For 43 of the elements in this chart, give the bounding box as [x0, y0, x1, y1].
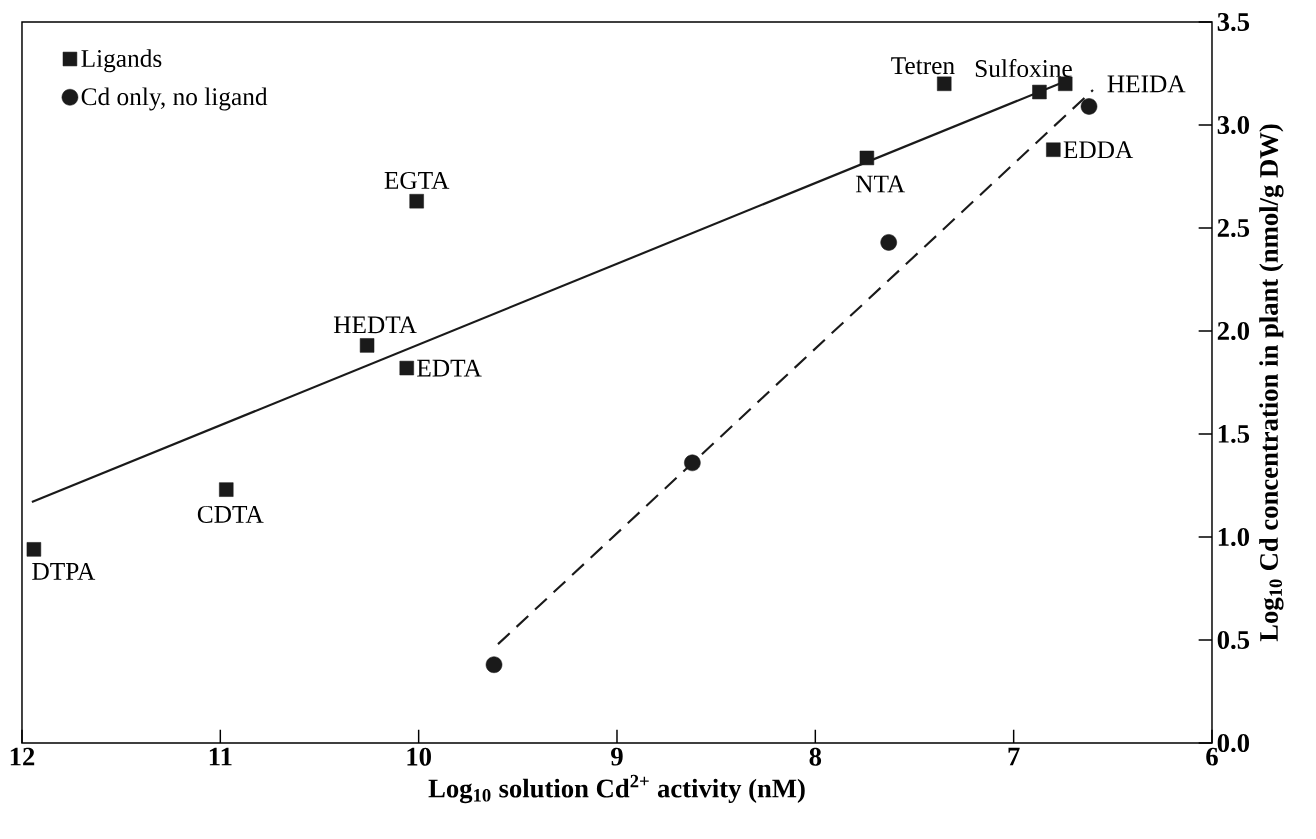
legend-label: Cd only, no ligand [81, 87, 268, 111]
y-tick-label: 3.5 [1217, 12, 1250, 32]
y-tick-label: 0.0 [1217, 733, 1250, 753]
x-tick-label: 7 [1008, 747, 1020, 766]
x-tick-label: 6 [1206, 747, 1218, 766]
annotation: CDTA [197, 505, 264, 523]
y-tick-label: 1.0 [1218, 527, 1250, 547]
point [1058, 76, 1073, 91]
annotation: Sulfoxine [975, 59, 1072, 78]
point [684, 454, 701, 472]
y-tick-label: 1.5 [1218, 425, 1250, 443]
point [1032, 84, 1047, 100]
annotation: HEIDA [1107, 75, 1186, 93]
point [1046, 142, 1061, 157]
annotation: DTPA [32, 562, 96, 580]
y-tick-label: 0.5 [1217, 630, 1250, 650]
annotation: HEDTA [333, 316, 417, 334]
legend-label: Ligands [81, 49, 162, 73]
point [859, 150, 875, 166]
x-tick-label: 10 [407, 747, 431, 766]
point [937, 76, 952, 91]
annotation: NTA [855, 175, 906, 193]
point [880, 234, 897, 251]
x-tick-label: 11 [209, 747, 232, 766]
y-axis-title: Log$_{10}$ Cd concentration in plant (nmol/g DW) [1259, 124, 1284, 642]
x-axis-title: Log$_{10}$ solution Cd$^{2+}$ activity (nM) [428, 774, 805, 804]
annotation: EDTA [417, 359, 482, 377]
y-tick-label: 2.0 [1217, 321, 1250, 341]
point [26, 542, 42, 557]
annotation: EGTA [384, 171, 450, 189]
point [359, 338, 375, 353]
point [399, 360, 414, 376]
point [409, 194, 424, 209]
point [219, 482, 234, 497]
y-tick-label: 2.5 [1217, 218, 1250, 238]
x-tick-label: 9 [611, 747, 623, 766]
x-tick-label: 8 [809, 747, 822, 766]
point [1080, 98, 1098, 115]
annotation: EDDA [1063, 141, 1134, 159]
x-tick-label: 12 [10, 747, 35, 766]
y-tick-label: 3.0 [1217, 115, 1250, 135]
annotation: Tetren [891, 57, 955, 75]
point [485, 656, 503, 673]
